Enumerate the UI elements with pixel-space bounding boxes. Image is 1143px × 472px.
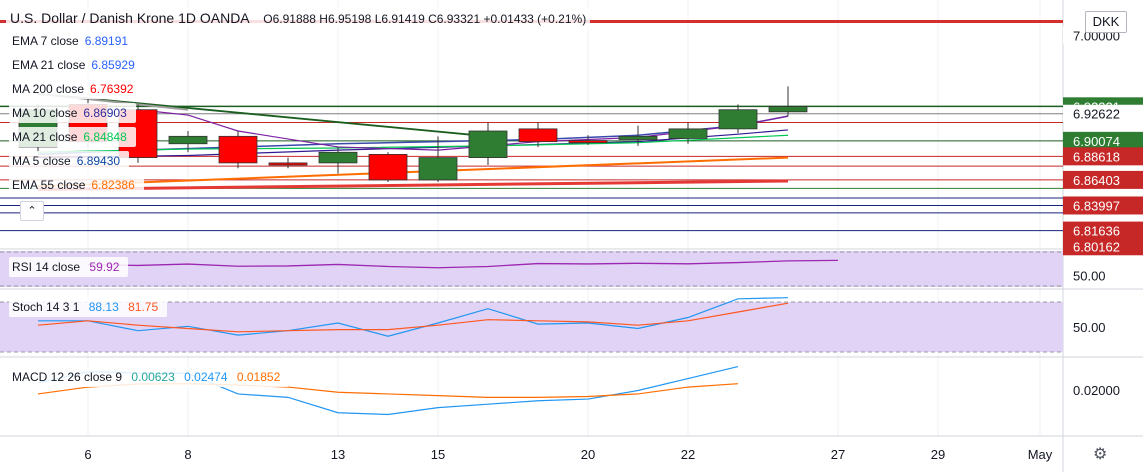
x-tick-label: 27 [831, 447, 845, 462]
legend-value: 6.82386 [91, 178, 135, 192]
legend-value: 6.76392 [90, 82, 134, 96]
candle-body [518, 128, 558, 143]
stoch-d-line [37, 302, 789, 333]
symbol-header[interactable]: U.S. Dollar / Danish Krone 1D OANDA O6.9… [6, 7, 591, 29]
x-tick-label: 29 [931, 447, 945, 462]
legend-ma-10-close[interactable]: MA 10 close 6.86903 [9, 103, 136, 123]
macd-legend-signal: 0.02474 [184, 370, 228, 384]
stoch-legend-k: 88.13 [88, 300, 119, 314]
candle-body [468, 130, 508, 158]
price-label-bg [1063, 196, 1143, 215]
macd-legend-hist: 0.01852 [236, 370, 281, 384]
rsi-legend[interactable]: RSI 14 close 59.92 [9, 257, 129, 277]
legend-value: 6.89191 [84, 34, 129, 48]
symbol-title: U.S. Dollar / Danish Krone 1D OANDA [10, 10, 250, 26]
legend-name: MA 10 close [12, 106, 78, 120]
legend-value: 6.85929 [91, 58, 135, 72]
ma-line-ma-21 [37, 134, 789, 153]
price-label: 6.81636 [1073, 224, 1120, 239]
stoch-axis-label: 50.00 [1073, 320, 1106, 335]
legend-ma-21-close[interactable]: MA 21 close 6.84848 [9, 127, 136, 147]
price-label-bg [1063, 104, 1143, 123]
price-label: 6.86403 [1073, 173, 1120, 188]
x-tick-label: May [1028, 447, 1053, 462]
rsi-line [87, 259, 839, 269]
legend-value: 6.84848 [83, 130, 127, 144]
candle-body [618, 135, 658, 140]
ohlc-readout: O6.91888 H6.95198 L6.91419 C6.93321 +0.0… [263, 12, 587, 26]
rsi-band [0, 251, 1063, 287]
x-tick-label: 22 [681, 447, 695, 462]
x-tick-label: 15 [431, 447, 445, 462]
price-label: 6.90074 [1073, 134, 1120, 149]
x-tick-label: 6 [84, 447, 91, 462]
legend-ema-21-close[interactable]: EMA 21 close 6.85929 [9, 55, 144, 75]
candle-body [168, 135, 208, 145]
legend-ema-7-close[interactable]: EMA 7 close 6.89191 [9, 31, 138, 51]
price-label-bg [1063, 170, 1143, 189]
rsi-legend-name: RSI 14 close [12, 260, 81, 274]
macd-legend-macd: 0.00623 [131, 370, 175, 384]
price-label-bg [1063, 147, 1143, 166]
macd-legend-name: MACD 12 26 close 9 [12, 370, 123, 384]
stoch-legend[interactable]: Stoch 14 3 1 88.13 81.75 [9, 297, 168, 317]
ma-line-ema-55 [37, 156, 789, 188]
legend-name: EMA 21 close [12, 58, 86, 72]
candle-body [718, 109, 758, 130]
legend-name: EMA 55 close [12, 178, 86, 192]
x-tick-label: 8 [184, 447, 191, 462]
candle-body [668, 128, 708, 139]
rsi-axis-label: 50.00 [1073, 268, 1106, 283]
legend-name: MA 5 close [12, 154, 71, 168]
legend-value: 6.86903 [83, 106, 127, 120]
legend-ma-200-close[interactable]: MA 200 close 6.76392 [9, 79, 143, 99]
candle-body [418, 157, 458, 181]
price-label: 6.88618 [1073, 149, 1120, 164]
legend-ma-5-close[interactable]: MA 5 close 6.89430 [9, 151, 130, 171]
macd-axis-label: 0.02000 [1073, 383, 1120, 398]
legend-name: MA 21 close [12, 130, 78, 144]
candle-body [568, 140, 608, 144]
legend-name: EMA 7 close [12, 34, 79, 48]
candle-body [218, 135, 258, 164]
price-label: 6.83997 [1073, 198, 1120, 213]
candle-body [268, 162, 308, 166]
legend-ema-55-close[interactable]: EMA 55 close 6.82386 [9, 175, 144, 195]
candle-body [768, 106, 808, 113]
currency-button[interactable]: DKK [1085, 11, 1127, 33]
price-label-bg [1063, 131, 1143, 150]
stoch-legend-name: Stoch 14 3 1 [12, 300, 80, 314]
stoch-legend-d: 81.75 [128, 300, 159, 314]
price-label-bg [1063, 221, 1143, 240]
candle-body [318, 151, 358, 164]
ma-line-ma-200 [37, 179, 789, 191]
collapse-legend-button[interactable]: ⌃ [20, 201, 44, 221]
price-label: 6.80162 [1073, 239, 1120, 254]
x-tick-label: 13 [331, 447, 345, 462]
legend-value: 6.89430 [76, 154, 121, 168]
price-label-bg [1063, 237, 1143, 256]
candle-body [368, 153, 408, 181]
x-tick-label: 20 [581, 447, 595, 462]
rsi-legend-value: 59.92 [89, 260, 120, 274]
price-label: 6.92622 [1073, 107, 1120, 122]
legend-name: MA 200 close [12, 82, 85, 96]
macd-legend[interactable]: MACD 12 26 close 9 0.00623 0.02474 0.018… [9, 367, 290, 387]
gear-icon[interactable]: ⚙ [1093, 446, 1108, 463]
